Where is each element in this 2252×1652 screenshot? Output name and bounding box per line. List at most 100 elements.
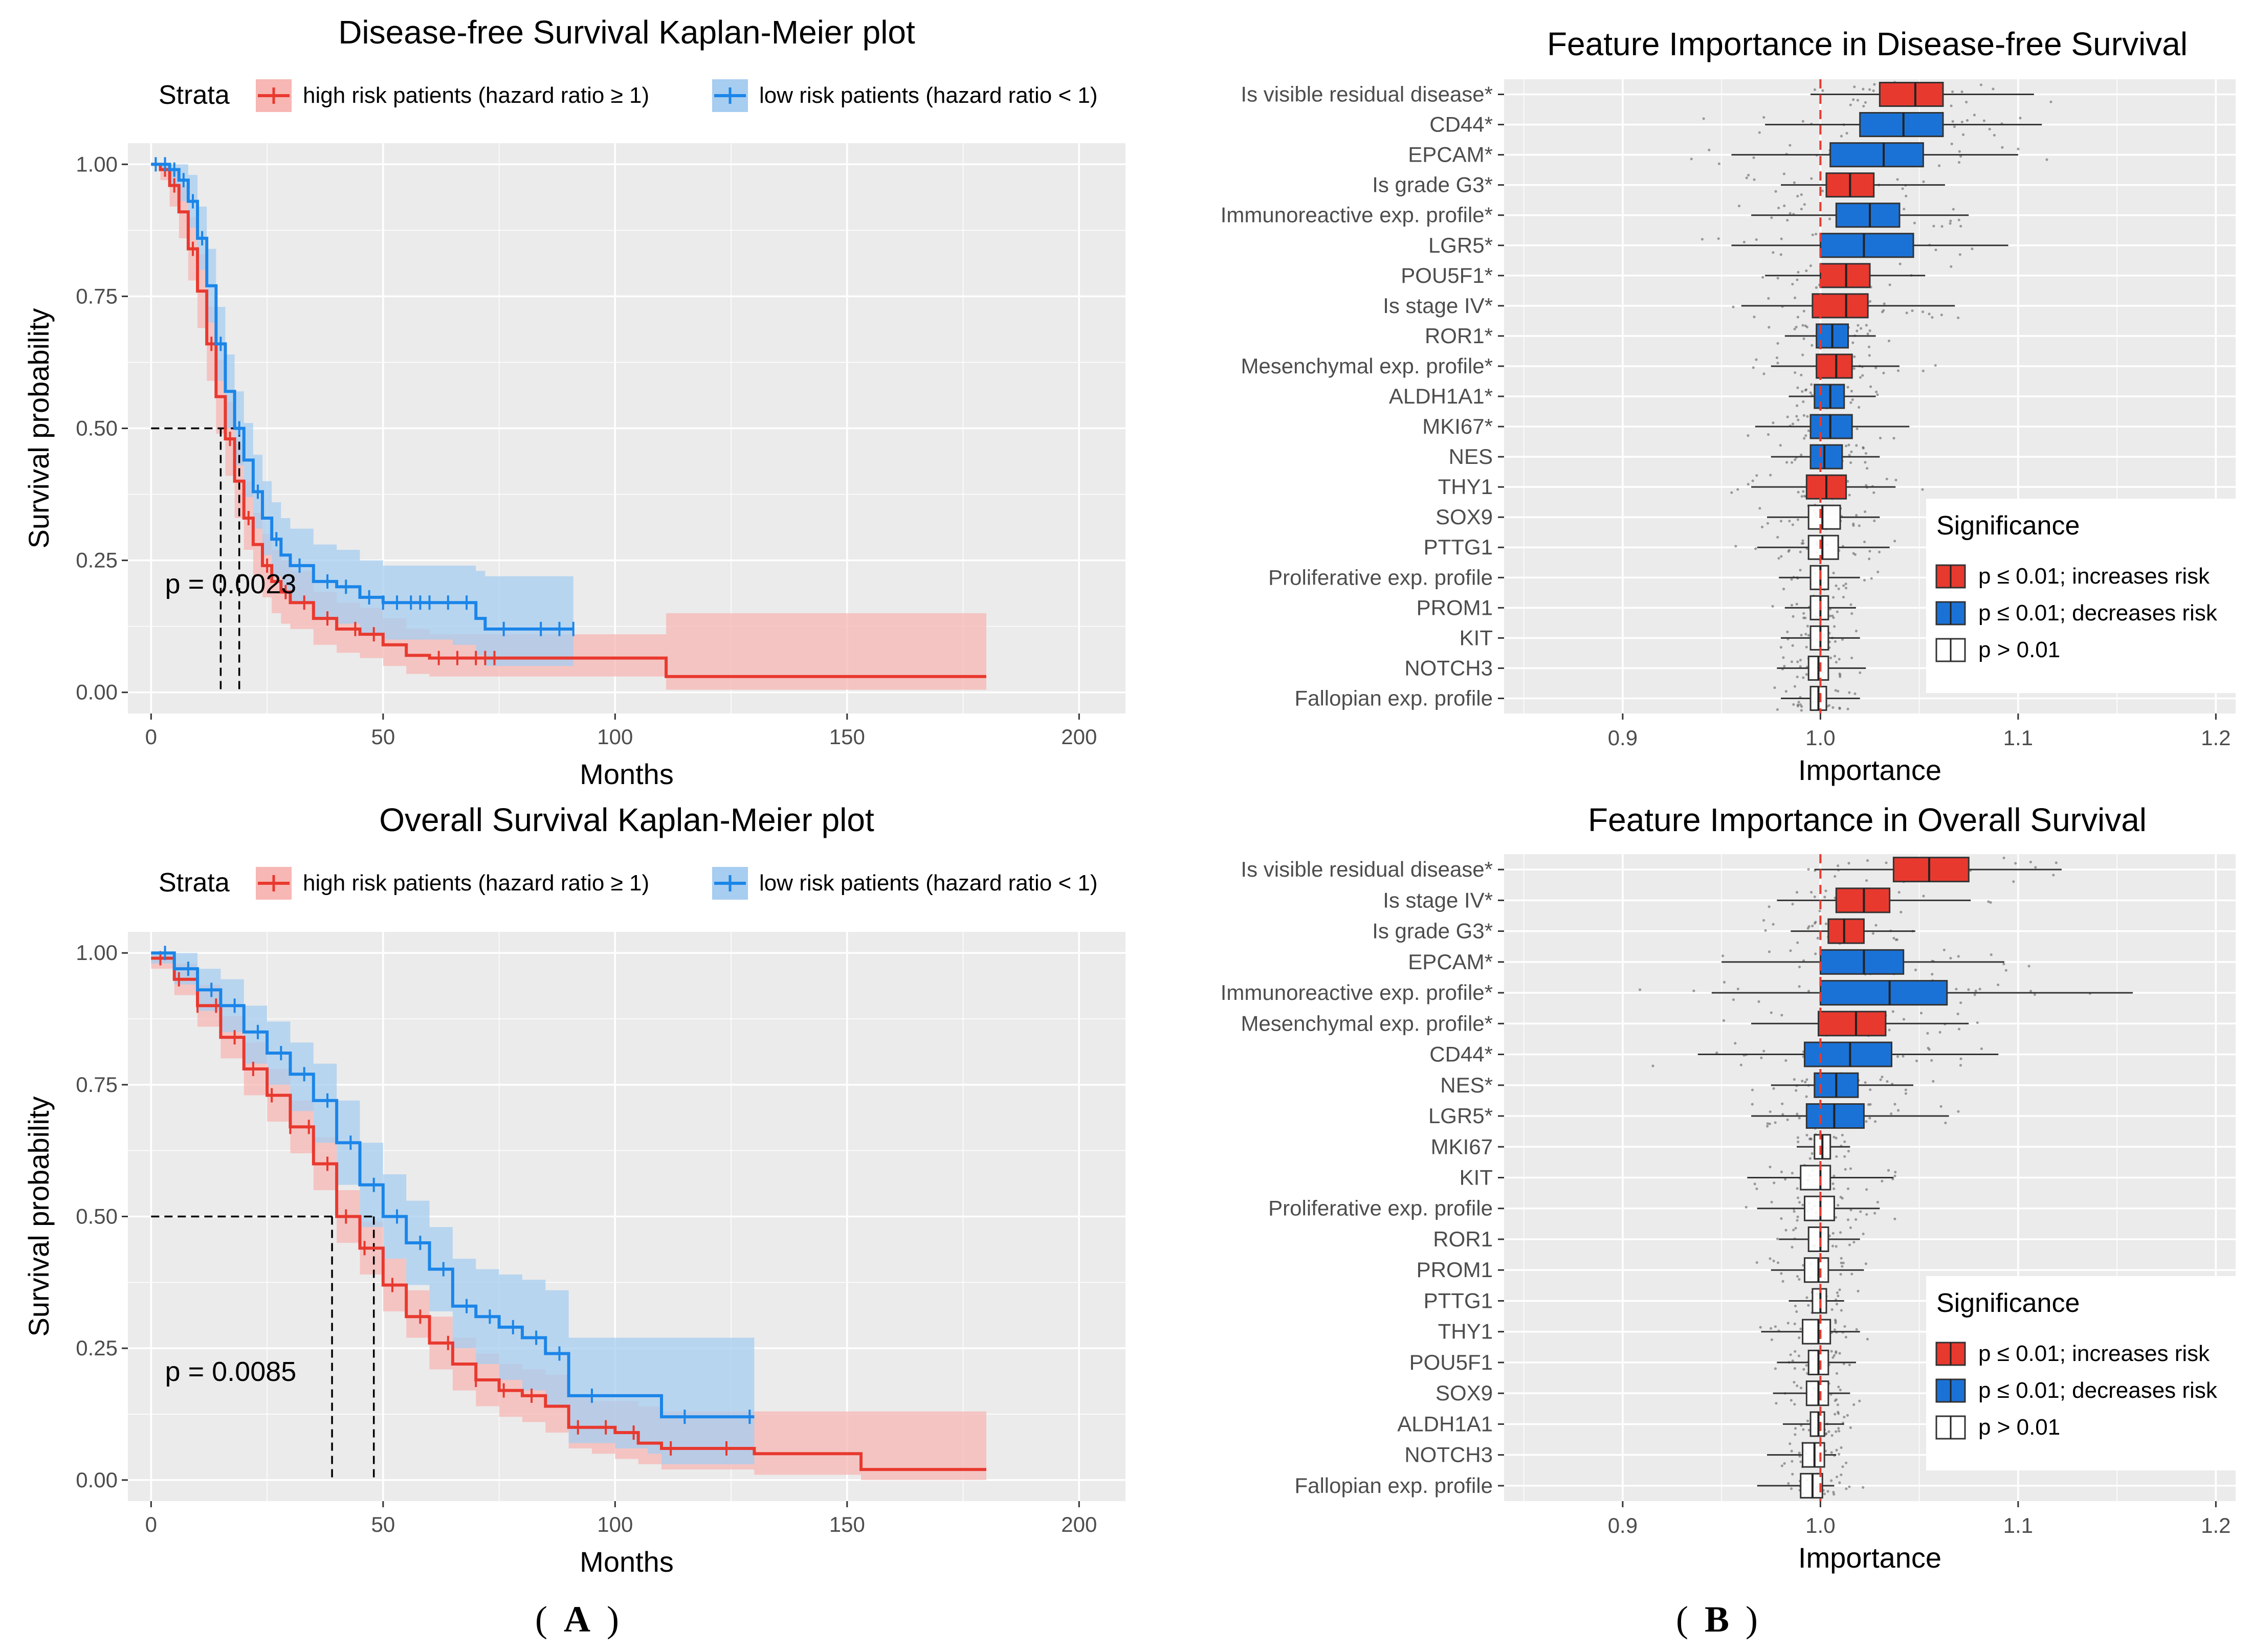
jitter-point	[1796, 660, 1799, 663]
jitter-point	[1888, 1029, 1891, 1032]
jitter-point	[1921, 488, 1924, 491]
jitter-point	[1796, 941, 1799, 944]
jitter-point	[1789, 1442, 1792, 1445]
jitter-point	[1902, 1055, 1905, 1058]
jitter-point	[1934, 364, 1937, 367]
jitter-point	[1798, 1201, 1801, 1204]
jitter-point	[1779, 645, 1782, 649]
jitter-point	[1734, 1042, 1737, 1045]
legend-label-low: low risk patients (hazard ratio < 1)	[759, 83, 1098, 108]
jitter-point	[1792, 1229, 1795, 1232]
jitter-point	[1832, 1490, 1835, 1494]
jitter-point	[1843, 1140, 1846, 1143]
jitter-point	[1780, 1014, 1783, 1017]
jitter-point	[1800, 193, 1803, 196]
legend-label-ns: p > 0.01	[1978, 1415, 2060, 1440]
dfs_fi-chart: Feature Importance in Disease-free Survi…	[1221, 26, 2238, 786]
y-tick-label: 0.75	[76, 284, 118, 308]
jitter-point	[1768, 326, 1771, 329]
jitter-point	[1849, 1226, 1852, 1229]
legend: Strata high risk patients (hazard ratio ≥…	[159, 79, 1098, 112]
jitter-point	[1958, 150, 1961, 153]
survival-curve-high	[151, 956, 986, 1471]
jitter-point	[1793, 1367, 1796, 1370]
jitter-point	[1839, 1273, 1842, 1276]
jitter-point	[1852, 1241, 1856, 1244]
jitter-point	[1864, 510, 1867, 514]
os_km-chart: Overall Survival Kaplan-Meier plot Strata…	[23, 801, 1125, 1578]
box-dec	[1819, 980, 1948, 1006]
jitter-point	[1808, 1157, 1812, 1160]
jitter-point	[1824, 922, 1827, 925]
jitter-point	[1791, 903, 1794, 906]
jitter-point	[1932, 1080, 1935, 1083]
jitter-point	[1940, 314, 1943, 317]
jitter-point	[1784, 1059, 1787, 1062]
jitter-point	[1794, 1226, 1797, 1230]
jitter-point	[1869, 385, 1872, 388]
jitter-point	[1808, 1137, 1812, 1141]
jitter-point	[1865, 879, 1868, 882]
jitter-point	[1794, 458, 1797, 461]
jitter-point	[1810, 177, 1813, 180]
jitter-point	[1886, 1080, 1889, 1083]
jitter-point	[1745, 1205, 1748, 1209]
jitter-point	[1769, 1166, 1772, 1169]
jitter-point	[1838, 1453, 1841, 1456]
jitter-point	[1779, 520, 1783, 523]
box-dec	[1859, 112, 1944, 138]
jitter-point	[1807, 925, 1811, 928]
jitter-point	[1766, 1122, 1769, 1125]
p-value: p = 0.0023	[165, 569, 297, 599]
jitter-point	[1821, 189, 1824, 192]
jitter-point	[1805, 269, 1808, 272]
jitter-point	[1831, 1232, 1835, 1235]
jitter-point	[1897, 890, 1901, 894]
jitter-point	[1752, 366, 1755, 369]
jitter-point	[1885, 861, 1888, 864]
jitter-point	[1858, 524, 1861, 527]
jitter-point	[1800, 453, 1803, 457]
box-ns	[1802, 1319, 1831, 1345]
jitter-point	[1717, 162, 1720, 165]
jitter-point	[1837, 1427, 1840, 1430]
feature-label: THY1	[1438, 1320, 1493, 1344]
jitter-point	[1802, 309, 1805, 312]
jitter-point	[1796, 1196, 1800, 1199]
jitter-point	[1876, 570, 1880, 573]
jitter-point	[1767, 297, 1770, 300]
jitter-point	[1837, 1294, 1840, 1298]
jitter-point	[1845, 1461, 1848, 1464]
jitter-point	[1774, 190, 1777, 193]
jitter-point	[1790, 1399, 1793, 1402]
jitter-point	[1862, 1232, 1865, 1236]
jitter-point	[1791, 644, 1794, 647]
jitter-point	[1839, 675, 1842, 678]
jitter-point	[1804, 1081, 1807, 1084]
jitter-point	[1835, 1372, 1839, 1375]
jitter-point	[1751, 1088, 1754, 1091]
jitter-point	[2002, 963, 2005, 966]
x-tick-label: 50	[371, 1512, 395, 1536]
jitter-point	[1959, 1001, 1962, 1004]
jitter-point	[1838, 1430, 1841, 1433]
jitter-point	[1840, 1473, 1843, 1477]
jitter-point	[1831, 1356, 1835, 1359]
jitter-point	[1813, 895, 1816, 899]
jitter-point	[1866, 859, 1869, 862]
jitter-point	[1865, 467, 1869, 470]
jitter-point	[1873, 1212, 1876, 1215]
jitter-point	[1798, 966, 1801, 969]
jitter-point	[1802, 337, 1805, 340]
jitter-point	[1774, 1367, 1777, 1370]
jitter-point	[1851, 398, 1854, 401]
jitter-point	[1791, 282, 1794, 286]
jitter-point	[1794, 1433, 1797, 1436]
feature-label: PROM1	[1417, 1258, 1493, 1282]
jitter-point	[1957, 161, 1961, 164]
jitter-point	[1781, 1280, 1784, 1283]
jitter-point	[1805, 1364, 1808, 1367]
jitter-point	[1807, 868, 1810, 871]
jitter-point	[1894, 1171, 1897, 1174]
y-tick-label: 0.25	[76, 1336, 118, 1360]
